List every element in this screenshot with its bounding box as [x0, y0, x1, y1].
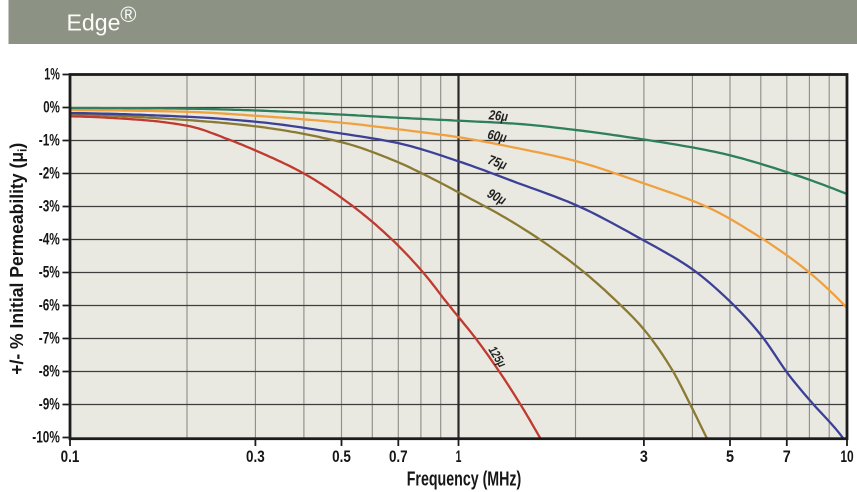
svg-text:-9%: -9% — [39, 395, 60, 414]
svg-text:0.1: 0.1 — [61, 447, 80, 466]
svg-text:60μ: 60μ — [486, 127, 508, 146]
svg-text:Edge: Edge — [67, 9, 121, 35]
svg-text:-10%: -10% — [32, 428, 60, 447]
svg-text:-3%: -3% — [39, 197, 60, 216]
svg-text:10: 10 — [840, 447, 853, 466]
svg-text:0.5: 0.5 — [332, 447, 351, 466]
svg-text:®: ® — [120, 2, 136, 27]
svg-text:7: 7 — [783, 447, 791, 466]
svg-text:26μ: 26μ — [487, 107, 508, 124]
svg-text:-8%: -8% — [39, 362, 60, 381]
svg-text:-5%: -5% — [39, 263, 60, 282]
svg-text:-7%: -7% — [39, 329, 60, 348]
svg-text:1%: 1% — [44, 65, 60, 84]
svg-text:+/- % Initial Permeability (μi: +/- % Initial Permeability (μi) — [7, 143, 30, 375]
svg-text:-1%: -1% — [39, 131, 60, 150]
svg-text:0%: 0% — [43, 98, 60, 117]
svg-text:-6%: -6% — [39, 296, 60, 315]
svg-text:5: 5 — [726, 447, 734, 466]
svg-text:3: 3 — [640, 447, 648, 466]
svg-text:-2%: -2% — [39, 164, 60, 183]
svg-text:0.3: 0.3 — [246, 447, 265, 466]
svg-text:-4%: -4% — [39, 230, 60, 249]
svg-text:0.7: 0.7 — [389, 447, 408, 466]
svg-text:Frequency (MHz): Frequency (MHz) — [407, 468, 522, 490]
svg-text:75μ: 75μ — [486, 152, 509, 173]
svg-text:1: 1 — [456, 447, 462, 466]
